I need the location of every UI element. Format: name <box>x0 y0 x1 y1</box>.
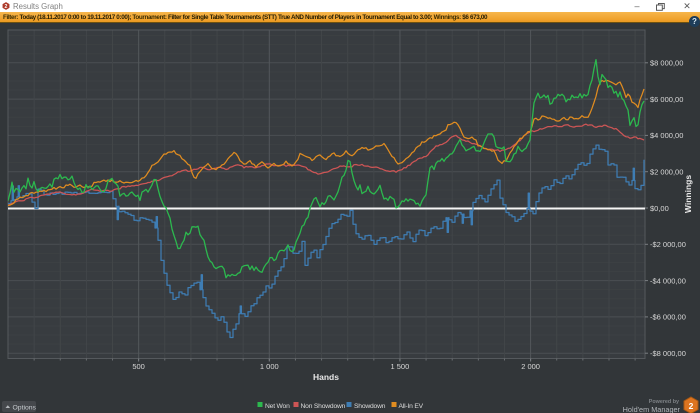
svg-text:Non Showdown: Non Showdown <box>301 403 346 410</box>
svg-text:Net Won: Net Won <box>265 403 290 410</box>
svg-text:-$8 000,00: -$8 000,00 <box>650 349 686 358</box>
svg-text:Winnings: Winnings <box>683 175 693 213</box>
svg-text:-$2 000,00: -$2 000,00 <box>650 240 686 249</box>
svg-text:$6 000,00: $6 000,00 <box>650 95 683 104</box>
svg-text:$8 000,00: $8 000,00 <box>650 59 683 68</box>
svg-text:Hold'em Manager: Hold'em Manager <box>623 405 681 413</box>
svg-text:Showdown: Showdown <box>354 403 386 410</box>
svg-text:2: 2 <box>5 4 8 10</box>
svg-text:All-In EV: All-In EV <box>399 403 424 410</box>
svg-text:2 000: 2 000 <box>521 362 540 371</box>
svg-text:Options: Options <box>13 404 37 411</box>
svg-text:$2 000,00: $2 000,00 <box>650 168 683 177</box>
svg-text:$4 000,00: $4 000,00 <box>650 131 683 140</box>
svg-text:1 500: 1 500 <box>391 362 410 371</box>
svg-text:1 000: 1 000 <box>260 362 279 371</box>
svg-text:$0,00: $0,00 <box>650 204 669 213</box>
svg-text:Powered by: Powered by <box>649 399 679 405</box>
svg-text:500: 500 <box>132 362 145 371</box>
svg-text:2: 2 <box>689 401 694 411</box>
svg-text:Hands: Hands <box>313 372 339 382</box>
svg-text:-$6 000,00: -$6 000,00 <box>650 313 686 322</box>
svg-text:-$4 000,00: -$4 000,00 <box>650 276 686 285</box>
